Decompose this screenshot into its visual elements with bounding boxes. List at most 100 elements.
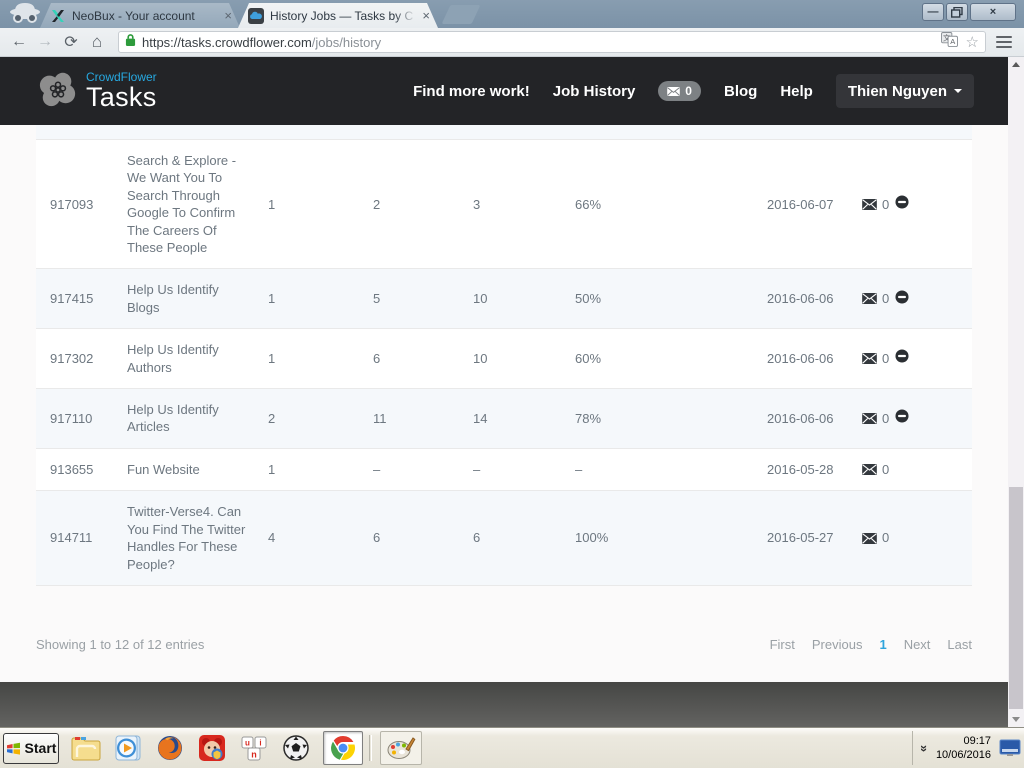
address-bar[interactable]: https://tasks.crowdflower.com/jobs/histo… <box>118 31 986 53</box>
messages-link[interactable]: 0 <box>862 196 889 213</box>
chrome-icon <box>331 736 356 760</box>
job-id: 914711 <box>50 530 93 546</box>
job-title[interactable]: Help Us Identify Authors <box>127 342 219 375</box>
show-desktop-icon[interactable] <box>999 739 1021 757</box>
paint-app-button[interactable] <box>380 731 422 765</box>
new-tab-button[interactable] <box>441 5 481 24</box>
messages-link[interactable]: 0 <box>862 350 889 367</box>
tray-chevron-icon[interactable]: » <box>916 744 932 752</box>
job-col-3: 14 <box>473 410 488 426</box>
envelope-icon <box>862 353 877 365</box>
site-navbar: CrowdFlower Tasks Find more work! Job Hi… <box>0 57 1008 125</box>
crowdflower-brand[interactable]: CrowdFlower Tasks <box>34 69 157 114</box>
pagination-previous[interactable]: Previous <box>811 637 863 652</box>
nav-help[interactable]: Help <box>780 82 813 100</box>
scrollbar-thumb[interactable] <box>1009 487 1023 709</box>
messages-link[interactable]: 0 <box>862 461 889 478</box>
job-actions: 0 <box>862 449 972 490</box>
forward-icon[interactable]: → <box>37 33 53 50</box>
home-icon[interactable]: ⌂ <box>91 32 103 51</box>
tab-close-icon[interactable]: × <box>422 8 430 23</box>
scroll-up-icon[interactable] <box>1008 57 1024 72</box>
tab-close-icon[interactable]: × <box>224 8 232 23</box>
nav-find-more-work[interactable]: Find more work! <box>413 82 530 100</box>
translate-icon[interactable]: 文 A <box>940 32 958 52</box>
chevron-down-icon <box>954 89 962 93</box>
job-title[interactable]: Fun Website <box>127 461 200 477</box>
job-title[interactable]: Help Us Identify Articles <box>127 402 219 435</box>
svg-text:u: u <box>245 739 250 748</box>
job-id: 913655 <box>50 461 94 477</box>
job-actions: 0 <box>862 278 972 320</box>
job-date: 2016-06-06 <box>767 350 834 366</box>
soccer-app-icon[interactable] <box>281 733 311 763</box>
close-button[interactable]: × <box>970 3 1016 21</box>
taskbar-divider <box>369 735 372 761</box>
ban-icon <box>895 349 909 363</box>
nav-blog[interactable]: Blog <box>723 82 758 100</box>
clock-date: 10/06/2016 <box>935 749 991 761</box>
taskbar-clock[interactable]: 09:17 10/06/2016 <box>936 734 991 762</box>
scroll-down-icon[interactable] <box>1008 712 1024 727</box>
job-row-913655: 913655 Fun Website 1 – – – 2016-05-28 0 <box>36 448 972 492</box>
job-date: 2016-05-28 <box>767 461 834 477</box>
job-row-917093: 917093 Search & Explore - We Want You To … <box>36 140 972 270</box>
job-title[interactable]: Twitter-Verse4. Can You Find The Twitter… <box>127 504 246 572</box>
job-actions: 0 <box>862 397 972 439</box>
pagination-page-1[interactable]: 1 <box>879 637 887 652</box>
job-title[interactable]: Help Us Identify Blogs <box>127 282 219 315</box>
minimize-button[interactable]: — <box>922 3 944 21</box>
brand-tasks: Tasks <box>86 82 157 112</box>
job-row-917415: 917415 Help Us Identify Blogs 1 5 10 50% 2016-… <box>36 269 972 330</box>
job-table-body: 917093 Search & Explore - We Want You To … <box>36 140 972 586</box>
user-menu-button[interactable]: Thien Nguyen <box>835 74 974 108</box>
browser-scrollbar[interactable] <box>1008 57 1024 727</box>
chrome-menu-icon[interactable] <box>996 36 1012 48</box>
envelope-icon <box>862 198 877 210</box>
chrome-taskbar-button[interactable] <box>323 731 363 765</box>
envelope-icon <box>862 464 877 476</box>
job-id: 917110 <box>50 410 93 426</box>
messages-link[interactable]: 0 <box>862 529 889 546</box>
start-button[interactable]: Start <box>3 732 59 764</box>
crowdflower-site: CrowdFlower Tasks Find more work! Job Hi… <box>0 57 1008 727</box>
job-id: 917302 <box>50 350 94 366</box>
nav-job-history[interactable]: Job History <box>552 82 636 100</box>
job-row-917302: 917302 Help Us Identify Authors 1 6 10 60% 201… <box>36 329 972 390</box>
job-col-3: 10 <box>473 291 488 307</box>
messages-link[interactable]: 0 <box>862 290 889 307</box>
job-title[interactable]: Search & Explore - We Want You To Search… <box>127 153 237 256</box>
pagination: First Previous 1 Next Last <box>770 637 972 652</box>
pagination-last[interactable]: Last <box>947 637 972 652</box>
reload-icon[interactable]: ⟳ <box>64 34 78 51</box>
tab-title: NeoBux - Your account <box>72 8 195 23</box>
red-mascot-app-icon[interactable] <box>197 733 227 763</box>
unikey-icon[interactable]: u i n <box>239 733 269 763</box>
message-count: 0 <box>882 291 890 307</box>
bookmark-star-icon[interactable]: ☆ <box>965 34 979 51</box>
back-icon[interactable]: ← <box>11 33 27 50</box>
job-col-2: – <box>373 461 381 477</box>
messages-link[interactable]: 0 <box>862 410 889 427</box>
job-col-3: 3 <box>473 196 481 212</box>
message-count: 0 <box>882 350 890 366</box>
windows-explorer-icon[interactable] <box>71 733 101 763</box>
job-row-914711: 914711 Twitter-Verse4. Can You Find The T… <box>36 491 972 586</box>
media-player-icon[interactable] <box>113 733 143 763</box>
job-col-1: 1 <box>268 461 276 477</box>
pagination-first[interactable]: First <box>769 637 795 652</box>
job-actions: 0 <box>862 183 972 225</box>
tab-history-jobs[interactable]: History Jobs — Tasks by C × <box>238 3 438 28</box>
firefox-icon[interactable] <box>155 733 185 763</box>
job-col-2: 11 <box>373 410 387 426</box>
pagination-next[interactable]: Next <box>903 637 931 652</box>
job-col-3: 10 <box>473 350 488 366</box>
ban-icon <box>895 290 909 304</box>
job-percent: 100% <box>575 530 609 546</box>
inbox-badge[interactable]: 0 <box>658 81 701 101</box>
job-percent: 60% <box>575 350 602 366</box>
tab-neobux[interactable]: NeoBux - Your account × <box>40 3 240 28</box>
incognito-icon <box>6 2 44 26</box>
restore-button[interactable] <box>946 3 968 21</box>
